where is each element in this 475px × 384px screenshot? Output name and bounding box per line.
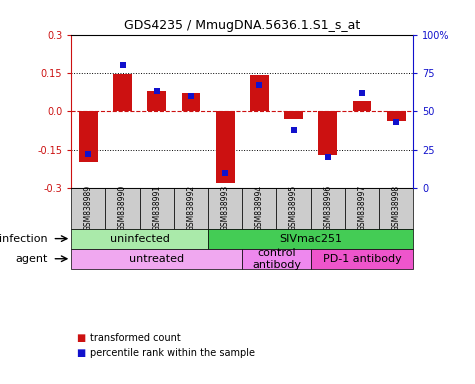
Bar (174, 188, 208, 228)
Text: PD-1 antibody: PD-1 antibody (323, 254, 401, 264)
Text: percentile rank within the sample: percentile rank within the sample (90, 348, 255, 358)
Bar (71, 228, 208, 249)
Bar (276, 188, 311, 228)
Text: GSM838992: GSM838992 (187, 185, 195, 231)
Text: GSM838993: GSM838993 (221, 185, 229, 231)
Title: GDS4235 / MmugDNA.5636.1.S1_s_at: GDS4235 / MmugDNA.5636.1.S1_s_at (124, 19, 361, 32)
Text: GSM838997: GSM838997 (358, 185, 366, 231)
Bar (250, 75, 269, 111)
Text: untreated: untreated (129, 254, 184, 264)
Point (358, 90, 366, 96)
Bar (208, 188, 242, 228)
Point (392, 119, 400, 125)
Bar (113, 74, 132, 111)
Bar (242, 188, 276, 228)
Point (324, 154, 332, 160)
Point (187, 93, 195, 99)
Bar (208, 228, 413, 249)
Text: GSM838995: GSM838995 (289, 185, 298, 231)
Bar (242, 249, 311, 269)
Point (221, 169, 229, 175)
Point (256, 82, 263, 88)
Bar (181, 93, 200, 111)
Bar (318, 111, 337, 155)
Text: GSM838991: GSM838991 (152, 185, 161, 231)
Text: GSM838989: GSM838989 (84, 185, 93, 231)
Text: GSM838990: GSM838990 (118, 185, 127, 231)
Text: infection: infection (0, 233, 48, 243)
Text: SIVmac251: SIVmac251 (279, 233, 342, 243)
Point (85, 151, 92, 157)
Text: ■: ■ (76, 333, 85, 343)
Text: transformed count: transformed count (90, 333, 181, 343)
Bar (105, 188, 140, 228)
Bar (79, 111, 98, 162)
Bar (345, 188, 379, 228)
Bar (352, 101, 371, 111)
Point (153, 88, 161, 94)
Text: GSM838998: GSM838998 (392, 185, 400, 231)
Bar (379, 188, 413, 228)
Bar (71, 188, 105, 228)
Bar (387, 111, 406, 121)
Point (290, 126, 297, 132)
Text: agent: agent (15, 254, 48, 264)
Text: GSM838996: GSM838996 (323, 185, 332, 231)
Bar (311, 188, 345, 228)
Text: uninfected: uninfected (110, 233, 170, 243)
Text: ■: ■ (76, 348, 85, 358)
Text: GSM838994: GSM838994 (255, 185, 264, 231)
Bar (216, 111, 235, 183)
Bar (147, 91, 166, 111)
Bar (284, 111, 303, 119)
Point (119, 62, 126, 68)
Bar (140, 188, 174, 228)
Bar (71, 249, 242, 269)
Text: control
antibody: control antibody (252, 248, 301, 270)
Bar (311, 249, 413, 269)
